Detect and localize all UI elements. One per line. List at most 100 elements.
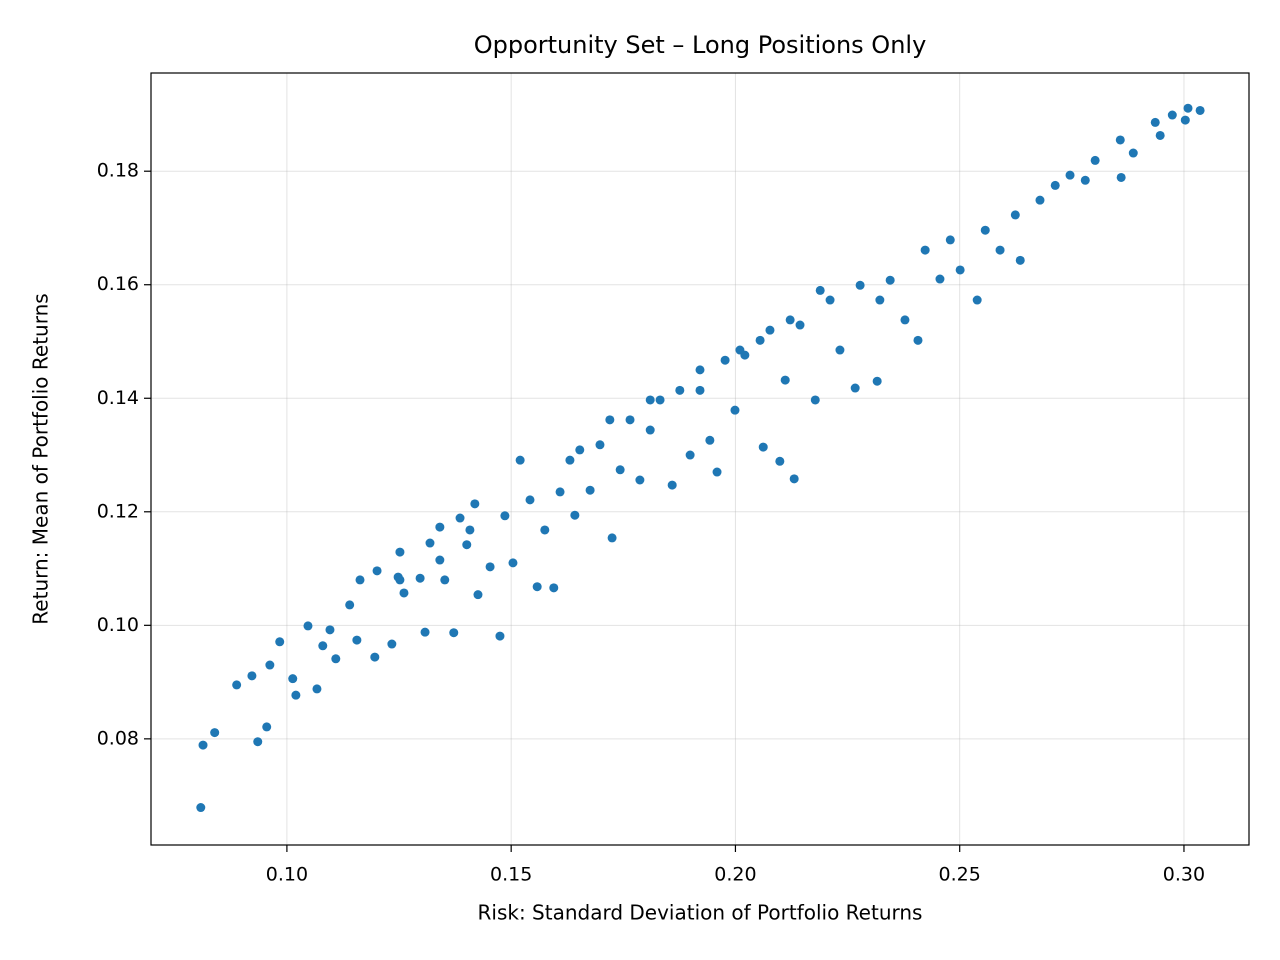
scatter-point bbox=[810, 395, 820, 405]
scatter-point bbox=[625, 415, 635, 425]
scatter-point bbox=[198, 740, 208, 750]
scatter-point bbox=[1090, 155, 1100, 165]
scatter-point bbox=[920, 245, 930, 255]
scatter-point bbox=[415, 573, 425, 583]
scatter-point bbox=[1050, 180, 1060, 190]
y-tick-label: 0.12 bbox=[97, 500, 139, 522]
scatter-point bbox=[885, 275, 895, 285]
scatter-point bbox=[795, 320, 805, 330]
scatter-point bbox=[465, 525, 475, 535]
scatter-point bbox=[1010, 210, 1020, 220]
scatter-point bbox=[1128, 148, 1138, 158]
scatter-point bbox=[275, 637, 285, 647]
scatter-point bbox=[1195, 105, 1205, 115]
scatter-point bbox=[575, 445, 585, 455]
scatter-point bbox=[855, 280, 865, 290]
x-tick-label: 0.15 bbox=[490, 864, 532, 886]
scatter-point bbox=[570, 510, 580, 520]
scatter-point bbox=[945, 235, 955, 245]
scatter-point bbox=[262, 722, 272, 732]
y-tick-label: 0.08 bbox=[97, 727, 139, 749]
scatter-point bbox=[196, 803, 206, 813]
scatter-point bbox=[789, 474, 799, 484]
scatter-point bbox=[435, 555, 445, 565]
y-tick-label: 0.10 bbox=[97, 614, 139, 636]
y-tick-label: 0.14 bbox=[97, 387, 139, 409]
scatter-point bbox=[355, 575, 365, 585]
x-axis-label: Risk: Standard Deviation of Portfolio Re… bbox=[478, 901, 923, 925]
scatter-point bbox=[850, 383, 860, 393]
scatter-point bbox=[395, 547, 405, 557]
scatter-point bbox=[585, 485, 595, 495]
scatter-point bbox=[655, 395, 665, 405]
scatter-point bbox=[288, 674, 298, 684]
scatter-point bbox=[1080, 175, 1090, 185]
scatter-point bbox=[395, 575, 405, 585]
scatter-point bbox=[720, 355, 730, 365]
scatter-point bbox=[303, 621, 313, 631]
chart-title: Opportunity Set – Long Positions Only bbox=[474, 31, 927, 59]
scatter-point bbox=[473, 590, 483, 600]
x-tick-label: 0.30 bbox=[1163, 864, 1205, 886]
scatter-point bbox=[1116, 172, 1126, 182]
scatter-point bbox=[913, 335, 923, 345]
scatter-point bbox=[758, 442, 768, 452]
scatter-point bbox=[1065, 170, 1075, 180]
scatter-point bbox=[645, 395, 655, 405]
scatter-point bbox=[875, 295, 885, 305]
scatter-point bbox=[485, 562, 495, 572]
scatter-point bbox=[675, 385, 685, 395]
scatter-point bbox=[712, 467, 722, 477]
scatter-point bbox=[565, 455, 575, 465]
scatter-point bbox=[318, 641, 328, 651]
scatter-point bbox=[685, 450, 695, 460]
scatter-point bbox=[312, 684, 322, 694]
plot-frame bbox=[150, 72, 1250, 846]
scatter-point bbox=[645, 425, 655, 435]
scatter-point bbox=[815, 285, 825, 295]
scatter-point bbox=[735, 345, 745, 355]
y-tick-label: 0.16 bbox=[97, 273, 139, 295]
scatter-point bbox=[532, 582, 542, 592]
scatter-point bbox=[331, 654, 341, 664]
scatter-point bbox=[1115, 135, 1125, 145]
scatter-point bbox=[435, 522, 445, 532]
x-tick-label: 0.25 bbox=[939, 864, 981, 886]
scatter-point bbox=[540, 525, 550, 535]
scatter-point bbox=[500, 511, 510, 521]
scatter-point bbox=[370, 652, 380, 662]
scatter-point bbox=[1015, 255, 1025, 265]
scatter-point bbox=[1167, 110, 1177, 120]
scatter-point bbox=[440, 575, 450, 585]
scatter-point bbox=[615, 465, 625, 475]
scatter-point bbox=[455, 513, 465, 523]
scatter-point bbox=[972, 295, 982, 305]
scatter-point bbox=[525, 495, 535, 505]
x-tick-label: 0.10 bbox=[266, 864, 308, 886]
scatter-point bbox=[372, 566, 382, 576]
scatter-point bbox=[495, 631, 505, 641]
scatter-point bbox=[780, 375, 790, 385]
scatter-point bbox=[995, 245, 1005, 255]
scatter-point bbox=[470, 499, 480, 509]
scatter-point bbox=[253, 737, 263, 747]
scatter-point bbox=[462, 540, 472, 550]
scatter-point bbox=[667, 480, 677, 490]
scatter-point bbox=[1180, 115, 1190, 125]
scatter-point bbox=[1183, 103, 1193, 113]
y-axis-label: Return: Mean of Portfolio Returns bbox=[29, 293, 53, 624]
scatter-point bbox=[325, 625, 335, 635]
scatter-point bbox=[247, 671, 257, 681]
scatter-point bbox=[755, 335, 765, 345]
scatter-point bbox=[785, 315, 795, 325]
y-tick-label: 0.18 bbox=[97, 160, 139, 182]
scatter-point bbox=[1035, 195, 1045, 205]
scatter-point bbox=[730, 405, 740, 415]
scatter-point bbox=[291, 690, 301, 700]
scatter-point bbox=[1155, 130, 1165, 140]
scatter-point bbox=[352, 635, 362, 645]
scatter-point bbox=[210, 728, 220, 738]
scatter-point bbox=[775, 456, 785, 466]
scatter-point bbox=[345, 600, 355, 610]
